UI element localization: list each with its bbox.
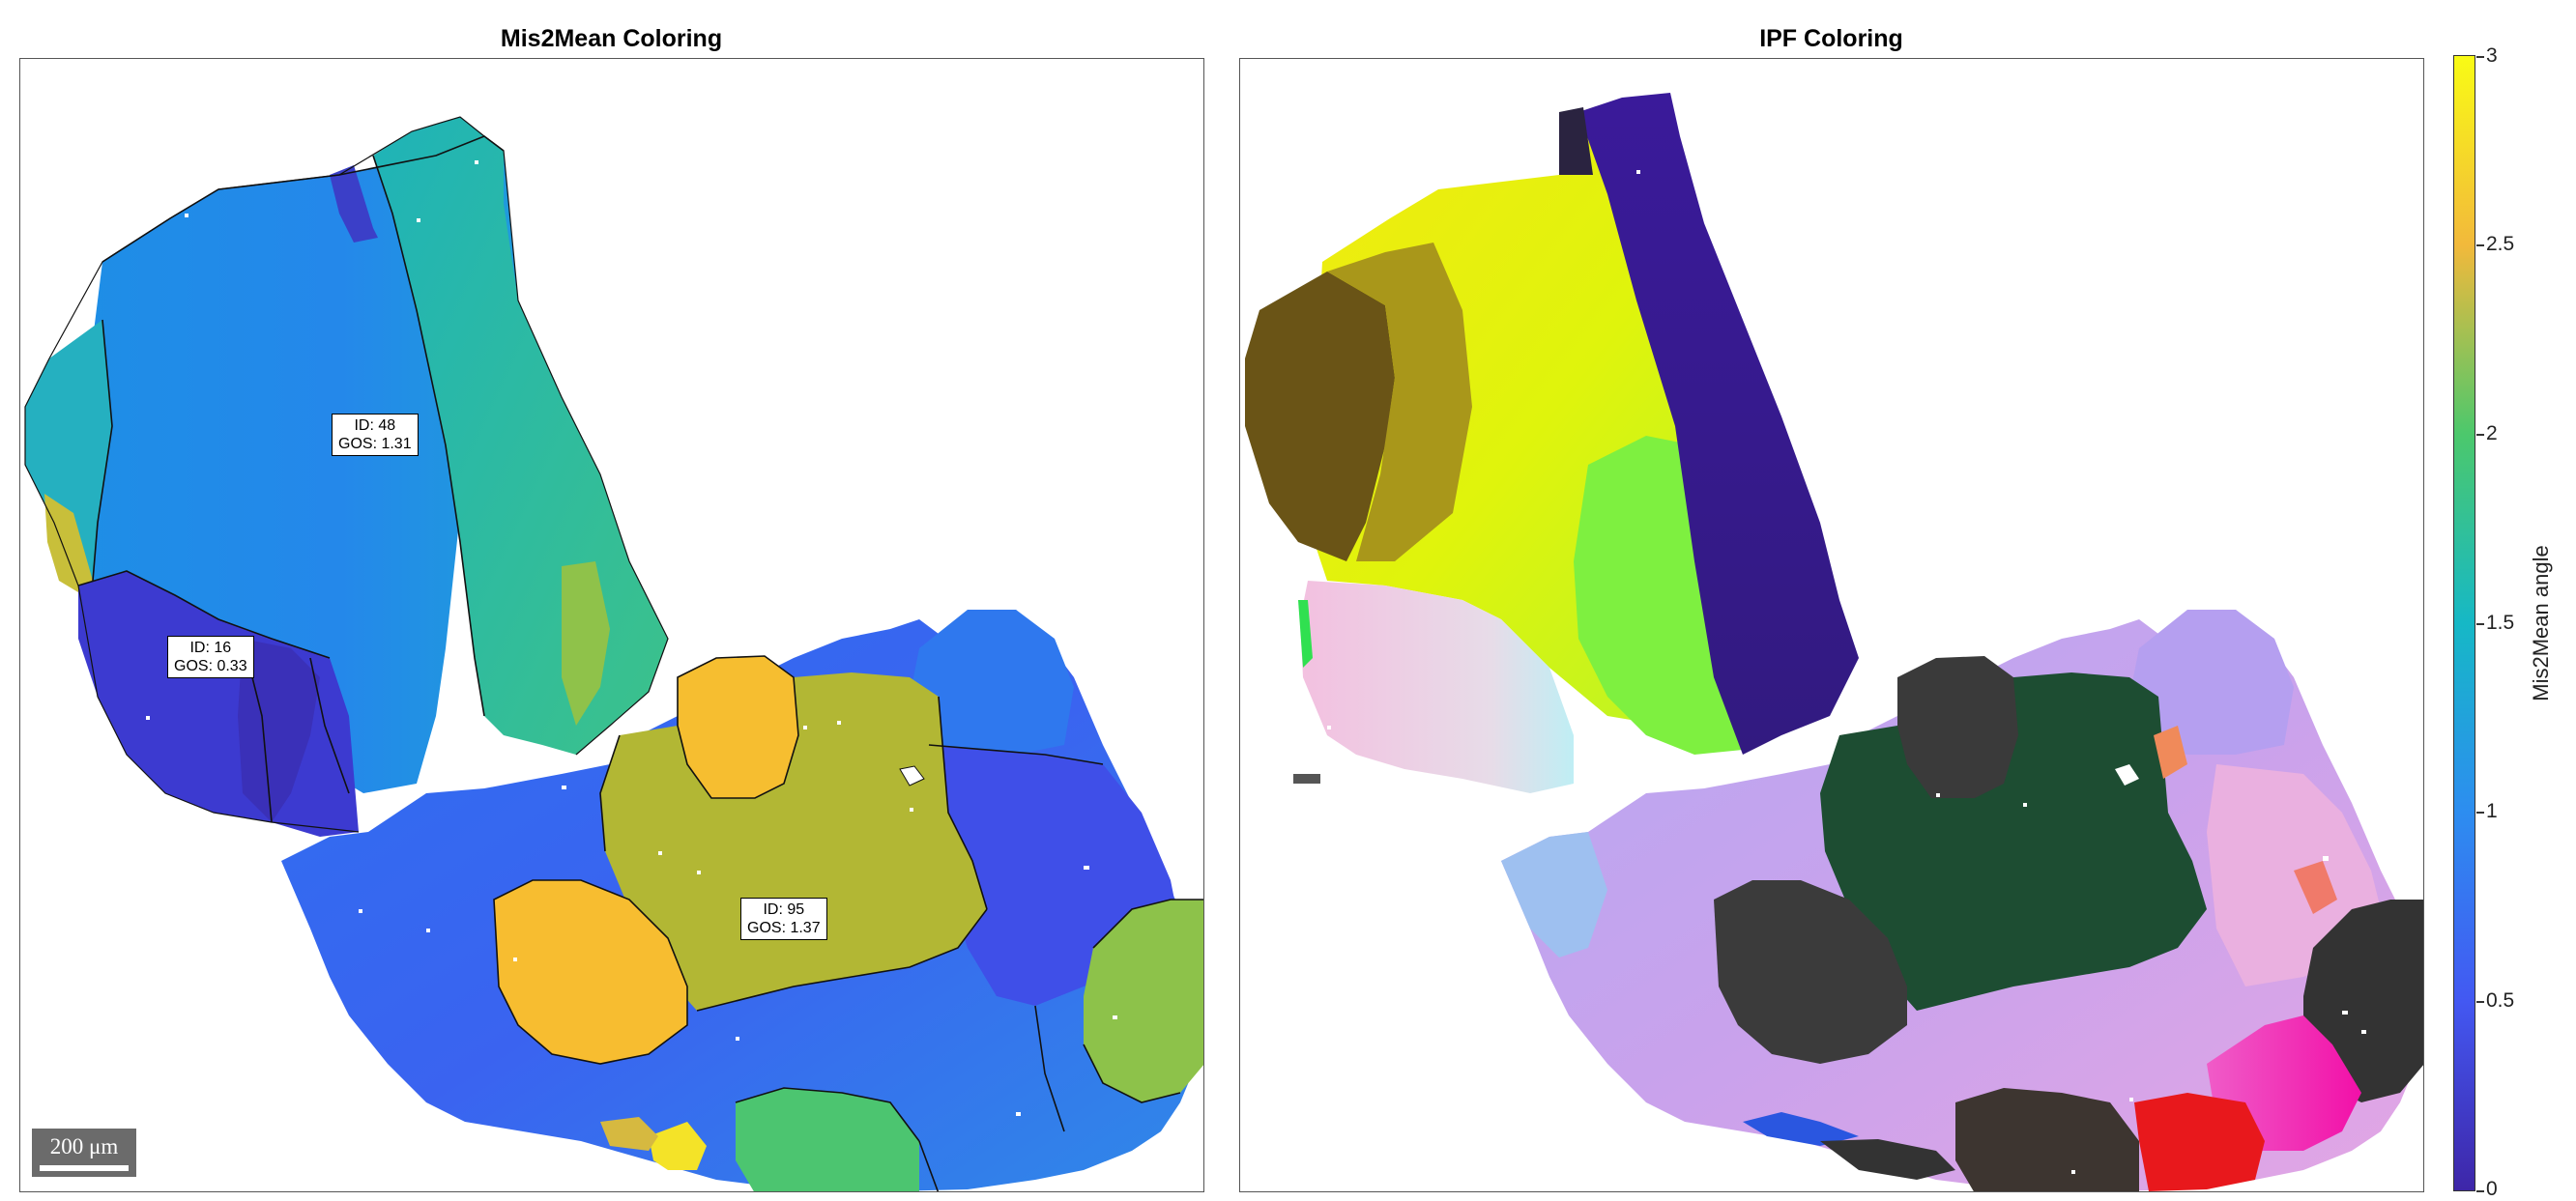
ipf-grain-dark-bottom: [1955, 1088, 2139, 1191]
grain-right-green: [1084, 900, 1203, 1102]
colorbar-tick-label-1-5: 1.5: [2486, 612, 2515, 634]
ipf-grain-salmon: [2294, 861, 2337, 914]
scale-bar-label: 200 μm: [49, 1134, 119, 1158]
grain-16-dark: [238, 639, 320, 822]
grain-bottom-yellow: [649, 1122, 707, 1170]
grain-top-dark: [330, 165, 378, 243]
left-panel-title: Mis2Mean Coloring: [500, 25, 723, 52]
colorbar-tick: [2476, 56, 2484, 58]
ipf-grain-green-bit: [1298, 600, 1313, 668]
grain-green-small: [562, 561, 610, 726]
grain-left-edge: [25, 320, 112, 581]
colorbar-tick: [2476, 812, 2484, 814]
scale-bar: 200 μm: [32, 1129, 136, 1177]
grain-label-16: ID: 16 GOS: 0.33: [167, 636, 254, 678]
ipf-grain-strip-top: [1559, 107, 1593, 175]
colorbar-tick-label-0: 0: [2486, 1178, 2498, 1200]
ipf-small-grey-bit: [1293, 774, 1320, 784]
ipf-grain-dark-streak: [1820, 1139, 1955, 1180]
colorbar-tick-label-3: 3: [2486, 44, 2498, 67]
grain-95-id: ID: 95: [763, 901, 805, 918]
ipf-grain-16: [1300, 581, 1574, 793]
grain-label-95: ID: 95 GOS: 1.37: [740, 898, 827, 940]
grain-orange-top: [678, 656, 798, 798]
colorbar-tick: [2476, 434, 2484, 436]
colorbar-tick-label-2: 2: [2486, 422, 2498, 444]
colorbar-tick-label-0-5: 0.5: [2486, 989, 2515, 1012]
colorbar-tick-label-1: 1: [2486, 800, 2498, 822]
ipf-grain-strip: [1578, 93, 1859, 755]
mis2mean-grain-map: [24, 116, 1203, 1191]
grain-orange-mid: [494, 880, 687, 1064]
mis2mean-map: ID: 48 GOS: 1.31 ID: 16 GOS: 0.33 ID: 95…: [19, 58, 1204, 1192]
ipf-grain-left-brown: [1245, 272, 1395, 561]
grain-left-edge-yellow: [44, 494, 93, 595]
ipf-map: [1239, 58, 2424, 1192]
grain-bottom-ochre: [600, 1117, 658, 1151]
ipf-grain-right-lilac: [2129, 610, 2294, 755]
scale-bar-line: [40, 1165, 129, 1171]
colorbar-tick: [2476, 1190, 2484, 1192]
grain-bottom-green: [736, 1088, 919, 1191]
right-panel-title: IPF Coloring: [1759, 25, 1903, 52]
grain-48-gos: GOS: 1.31: [338, 436, 412, 452]
ipf-grain-tip: [1501, 832, 1607, 958]
ipf-grain-red: [2134, 1093, 2265, 1191]
colorbar-axis-label: Mis2Mean angle: [2529, 545, 2553, 701]
grain-16-gos: GOS: 0.33: [174, 658, 247, 674]
grain-16-id: ID: 16: [189, 640, 232, 656]
colorbar-tick: [2476, 1001, 2484, 1003]
colorbar: [2453, 55, 2475, 1191]
colorbar-tick-label-2-5: 2.5: [2486, 233, 2515, 255]
ipf-grain-map: [1245, 93, 2423, 1191]
ipf-grain-dark-mid: [1714, 880, 1907, 1064]
grain-48-id: ID: 48: [354, 417, 396, 434]
grain-right-blue: [910, 610, 1074, 755]
ipf-grain-dark-top: [1897, 656, 2018, 798]
grain-label-48: ID: 48 GOS: 1.31: [332, 414, 419, 456]
grain-48: [73, 136, 518, 793]
ipf-grain-orange: [2154, 726, 2187, 779]
grain-95-gos: GOS: 1.37: [747, 920, 821, 936]
colorbar-tick: [2476, 623, 2484, 625]
ipf-grain-blue-streak: [1743, 1112, 1859, 1146]
ipf-grain-left-ochre: [1327, 243, 1472, 561]
colorbar-tick: [2476, 244, 2484, 246]
